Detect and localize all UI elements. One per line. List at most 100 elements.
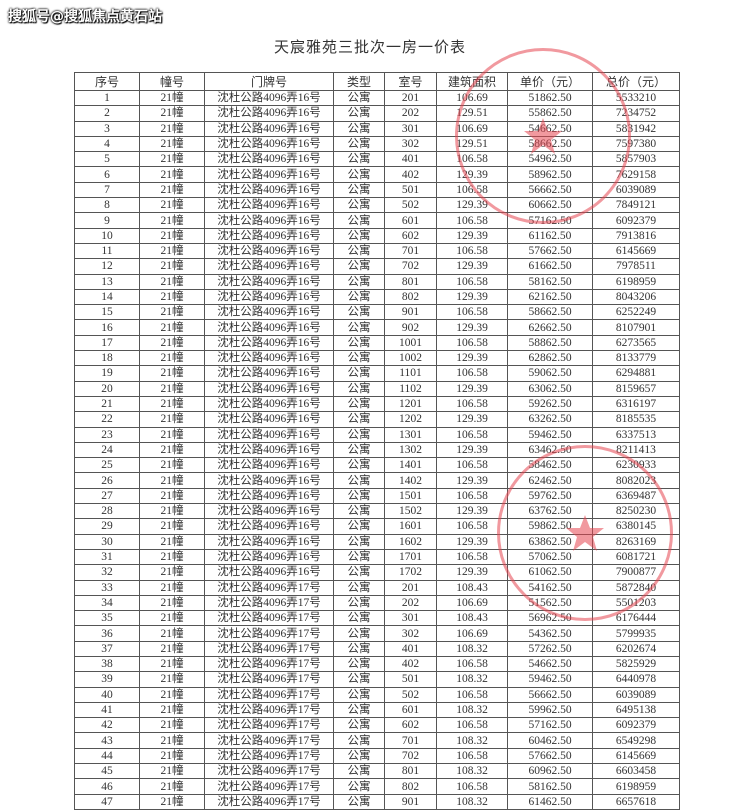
cell-address: 沈杜公路4096弄17号 [204, 747, 334, 765]
cell-type: 公寓 [333, 89, 385, 107]
cell-building: 21幢 [139, 380, 205, 397]
cell-unit-price: 54662.50 [507, 655, 593, 673]
cell-type: 公寓 [333, 212, 385, 229]
cell-area: 108.32 [436, 793, 508, 810]
cell-address: 沈杜公路4096弄17号 [204, 671, 334, 688]
cell-type: 公寓 [333, 242, 385, 260]
cell-area: 106.58 [436, 273, 508, 290]
cell-area: 108.32 [436, 732, 508, 749]
cell-area: 106.69 [436, 120, 508, 137]
table-row: 46 21幢 沈杜公路4096弄17号 公寓 802 106.58 58162.50 6198… [74, 778, 680, 795]
cell-area: 129.39 [436, 227, 508, 244]
cell-seq: 36 [74, 625, 140, 642]
cell-address: 沈杜公路4096弄16号 [204, 135, 334, 153]
cell-unit-price: 55862.50 [507, 105, 593, 122]
cell-building: 21幢 [139, 564, 205, 581]
cell-total-price: 8043206 [592, 288, 680, 306]
cell-area: 129.39 [436, 503, 508, 520]
cell-seq: 2 [74, 105, 140, 122]
cell-seq: 22 [74, 411, 140, 428]
table-row: 10 21幢 沈杜公路4096弄16号 公寓 602 129.39 61162.50 7913… [74, 227, 680, 244]
cell-room: 502 [384, 197, 437, 214]
cell-seq: 11 [74, 242, 140, 260]
cell-unit-price: 62462.50 [507, 472, 593, 489]
table-row: 12 21幢 沈杜公路4096弄16号 公寓 702 129.39 61662.50 7978… [74, 258, 680, 275]
cell-area: 106.58 [436, 518, 508, 535]
cell-type: 公寓 [333, 120, 385, 137]
cell-unit-price: 58662.50 [507, 304, 593, 321]
table-row: 34 21幢 沈杜公路4096弄17号 公寓 202 106.69 51562.50 5501… [74, 594, 680, 612]
table-row: 39 21幢 沈杜公路4096弄17号 公寓 501 108.32 59462.50 6440… [74, 671, 680, 688]
cell-room: 1502 [384, 503, 437, 520]
table-row: 16 21幢 沈杜公路4096弄16号 公寓 902 129.39 62662.50 8107… [74, 319, 680, 336]
cell-seq: 44 [74, 747, 140, 765]
cell-room: 502 [384, 686, 437, 703]
cell-seq: 13 [74, 273, 140, 290]
cell-total-price: 8185535 [592, 411, 680, 428]
cell-type: 公寓 [333, 778, 385, 795]
column-header-area: 建筑面积 [436, 72, 508, 91]
cell-address: 沈杜公路4096弄16号 [204, 365, 334, 382]
cell-total-price: 6273565 [592, 334, 680, 352]
column-header-room: 室号 [384, 72, 437, 91]
table-row: 28 21幢 沈杜公路4096弄16号 公寓 1502 129.39 63762.50 825… [74, 503, 680, 520]
cell-unit-price: 63862.50 [507, 533, 593, 550]
table-row: 2 21幢 沈杜公路4096弄16号 公寓 202 129.51 55862.50 72347… [74, 105, 680, 122]
cell-room: 302 [384, 135, 437, 153]
cell-unit-price: 51562.50 [507, 594, 593, 612]
table-row: 22 21幢 沈杜公路4096弄16号 公寓 1202 129.39 63262.50 818… [74, 411, 680, 428]
cell-area: 129.39 [436, 166, 508, 183]
cell-unit-price: 54162.50 [507, 579, 593, 596]
cell-room: 1701 [384, 548, 437, 566]
cell-seq: 25 [74, 457, 140, 474]
table-row: 36 21幢 沈杜公路4096弄17号 公寓 302 106.69 54362.50 5799… [74, 625, 680, 642]
cell-unit-price: 62862.50 [507, 350, 593, 367]
cell-seq: 41 [74, 701, 140, 719]
cell-seq: 43 [74, 732, 140, 749]
table-row: 14 21幢 沈杜公路4096弄16号 公寓 802 129.39 62162.50 8043… [74, 288, 680, 306]
cell-unit-price: 56662.50 [507, 686, 593, 703]
cell-room: 202 [384, 594, 437, 612]
cell-address: 沈杜公路4096弄17号 [204, 793, 334, 810]
cell-area: 106.58 [436, 181, 508, 199]
cell-area: 129.39 [436, 441, 508, 459]
cell-building: 21幢 [139, 487, 205, 505]
cell-room: 601 [384, 701, 437, 719]
cell-room: 601 [384, 212, 437, 229]
cell-area: 106.58 [436, 717, 508, 734]
cell-total-price: 6337513 [592, 426, 680, 443]
cell-seq: 1 [74, 89, 140, 107]
table-row: 38 21幢 沈杜公路4096弄17号 公寓 402 106.58 54662.50 5825… [74, 655, 680, 673]
table-row: 29 21幢 沈杜公路4096弄16号 公寓 1601 106.58 59862.50 638… [74, 518, 680, 535]
cell-type: 公寓 [333, 334, 385, 352]
cell-building: 21幢 [139, 472, 205, 489]
cell-unit-price: 62662.50 [507, 319, 593, 336]
cell-room: 902 [384, 319, 437, 336]
cell-address: 沈杜公路4096弄16号 [204, 197, 334, 214]
cell-address: 沈杜公路4096弄16号 [204, 166, 334, 183]
cell-seq: 8 [74, 197, 140, 214]
cell-room: 901 [384, 793, 437, 810]
cell-area: 106.58 [436, 212, 508, 229]
cell-type: 公寓 [333, 579, 385, 596]
cell-building: 21幢 [139, 395, 205, 413]
cell-total-price: 5825929 [592, 655, 680, 673]
cell-type: 公寓 [333, 273, 385, 290]
cell-seq: 30 [74, 533, 140, 550]
cell-type: 公寓 [333, 135, 385, 153]
cell-unit-price: 60462.50 [507, 732, 593, 749]
cell-type: 公寓 [333, 426, 385, 443]
cell-total-price: 6092379 [592, 212, 680, 229]
cell-total-price: 6380145 [592, 518, 680, 535]
cell-building: 21幢 [139, 166, 205, 183]
cell-area: 129.51 [436, 135, 508, 153]
cell-room: 701 [384, 242, 437, 260]
cell-address: 沈杜公路4096弄17号 [204, 579, 334, 596]
table-row: 37 21幢 沈杜公路4096弄17号 公寓 401 108.32 57262.50 6202… [74, 640, 680, 657]
table-row: 6 21幢 沈杜公路4096弄16号 公寓 402 129.39 58962.50 76291… [74, 166, 680, 183]
cell-total-price: 7849121 [592, 197, 680, 214]
cell-building: 21幢 [139, 655, 205, 673]
cell-room: 1401 [384, 457, 437, 474]
cell-address: 沈杜公路4096弄16号 [204, 258, 334, 275]
cell-room: 1602 [384, 533, 437, 550]
